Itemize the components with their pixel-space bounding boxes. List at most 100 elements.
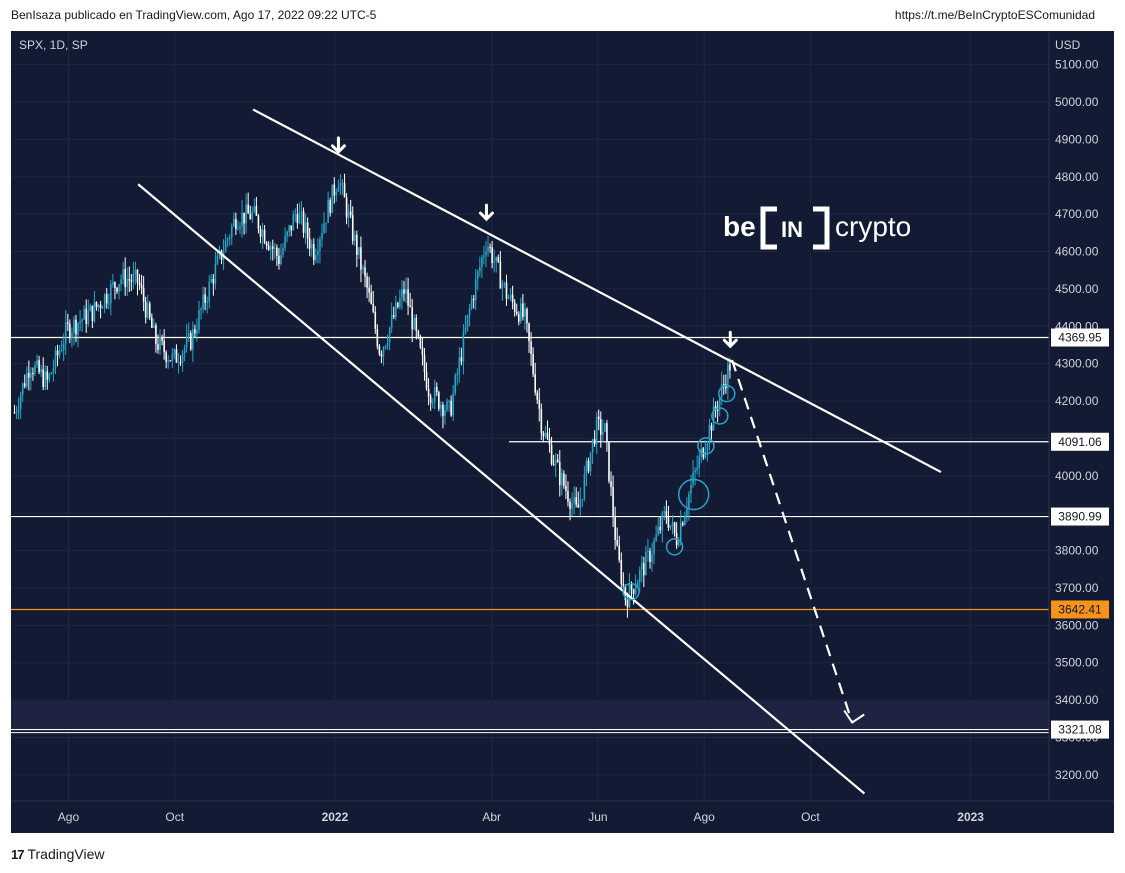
y-tick-label: 4200.00 bbox=[1055, 394, 1099, 408]
trendlines bbox=[137, 108, 942, 795]
chart-frame[interactable]: be IN crypto 3200.003300.003400.003500.0… bbox=[11, 31, 1114, 833]
candle-body bbox=[32, 372, 34, 374]
candle-body bbox=[380, 354, 383, 357]
candle-body bbox=[317, 250, 319, 256]
candle-body bbox=[132, 273, 135, 282]
candle-body bbox=[210, 278, 213, 282]
candle-body bbox=[501, 283, 504, 289]
candle-body bbox=[358, 247, 360, 256]
price-axis[interactable]: 3200.003300.003400.003500.003600.003700.… bbox=[1048, 31, 1109, 801]
candle-body bbox=[604, 423, 606, 432]
candle-body bbox=[261, 229, 264, 237]
price-chart[interactable]: be IN crypto 3200.003300.003400.003500.0… bbox=[11, 31, 1114, 833]
y-tick-label: 3700.00 bbox=[1055, 581, 1099, 595]
candle-body bbox=[25, 372, 28, 387]
y-tick-label: 4700.00 bbox=[1055, 207, 1099, 221]
candle-body bbox=[479, 267, 481, 272]
candle-body bbox=[419, 336, 422, 348]
candle-body bbox=[661, 513, 664, 531]
candle-body bbox=[362, 267, 364, 270]
candle-body bbox=[640, 563, 643, 570]
candle-body bbox=[464, 327, 467, 333]
x-tick-label: Oct bbox=[165, 810, 184, 824]
candle-body bbox=[140, 284, 143, 288]
candle-body bbox=[526, 308, 528, 324]
candle-body bbox=[319, 239, 321, 251]
candle-body bbox=[38, 360, 40, 373]
candle-body bbox=[245, 204, 247, 224]
candle-body bbox=[712, 406, 715, 431]
candle-body bbox=[163, 340, 165, 353]
candle-body bbox=[50, 373, 53, 375]
candle-body bbox=[698, 456, 700, 468]
candle-body bbox=[112, 282, 114, 285]
candle-body bbox=[173, 349, 176, 354]
candle-body bbox=[438, 392, 440, 409]
candle-body bbox=[530, 341, 532, 355]
candle-body bbox=[122, 269, 124, 280]
candle-body bbox=[517, 313, 520, 322]
candle-body bbox=[95, 302, 98, 308]
candle-body bbox=[130, 280, 133, 282]
candle-body bbox=[99, 304, 102, 309]
tradingview-logo[interactable]: 17 TradingView bbox=[11, 846, 105, 862]
time-axis[interactable]: Ago Oct 2022 Abr Jun Ago Oct 2023 bbox=[11, 800, 1114, 824]
candle-body bbox=[148, 303, 151, 318]
candle-body bbox=[105, 294, 108, 304]
candle-body bbox=[491, 247, 493, 263]
candle-body bbox=[118, 284, 120, 292]
candle-body bbox=[481, 257, 483, 268]
candle-body bbox=[561, 473, 563, 486]
candle-body bbox=[550, 444, 553, 465]
trendline-upper bbox=[252, 108, 942, 474]
candle-body bbox=[394, 302, 397, 318]
candle-body bbox=[474, 279, 477, 301]
candle-body bbox=[606, 423, 608, 442]
candle-body bbox=[284, 236, 286, 249]
x-tick-label: 2022 bbox=[322, 810, 349, 824]
candle-body bbox=[483, 255, 485, 258]
candle-body bbox=[19, 395, 22, 410]
candle-body bbox=[353, 234, 356, 241]
candle-body bbox=[528, 323, 530, 342]
candle-body bbox=[341, 182, 344, 184]
candle-body bbox=[325, 222, 327, 224]
candle-body bbox=[204, 294, 206, 303]
candle-body bbox=[587, 460, 590, 472]
price-label-text: 4091.06 bbox=[1058, 435, 1102, 449]
candle-body bbox=[339, 183, 342, 187]
candle-body bbox=[169, 360, 172, 362]
candle-body bbox=[114, 282, 116, 288]
candle-body bbox=[511, 294, 514, 303]
candle-body bbox=[505, 282, 508, 299]
candle-body bbox=[103, 294, 106, 308]
candle-body bbox=[255, 206, 258, 216]
candle-body bbox=[185, 336, 188, 348]
candle-body bbox=[671, 522, 674, 526]
candle-body bbox=[310, 244, 313, 249]
candle-body bbox=[56, 350, 59, 356]
candle-body bbox=[153, 325, 155, 328]
candle-body bbox=[423, 354, 426, 372]
candle-body bbox=[597, 416, 600, 420]
candle-body bbox=[583, 474, 586, 499]
x-tick-label: Abr bbox=[482, 810, 501, 824]
candle-body bbox=[62, 343, 65, 350]
candle-body bbox=[249, 213, 252, 220]
candle-body bbox=[13, 412, 16, 414]
candle-body bbox=[97, 304, 100, 308]
projection-arrowhead bbox=[843, 709, 865, 724]
candle-body bbox=[634, 587, 637, 594]
candle-body bbox=[323, 223, 325, 234]
candle-body bbox=[366, 276, 368, 288]
candle-body bbox=[575, 497, 577, 505]
candle-body bbox=[364, 267, 366, 277]
candle-body bbox=[28, 372, 30, 378]
community-link[interactable]: https://t.me/BeInCryptoESComunidad bbox=[894, 8, 1095, 22]
y-tick-label: 5100.00 bbox=[1055, 58, 1099, 72]
candle-body bbox=[413, 317, 416, 330]
candle-body bbox=[679, 522, 682, 542]
candle-body bbox=[546, 432, 549, 439]
candle-body bbox=[360, 247, 362, 270]
candle-body bbox=[663, 511, 666, 514]
